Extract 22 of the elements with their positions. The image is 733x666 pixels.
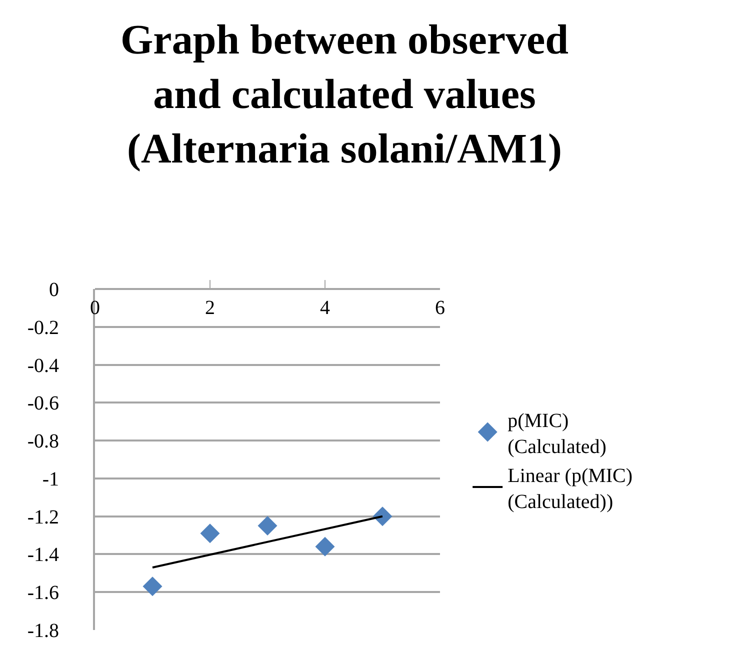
y-tick-label: -0.8 (27, 430, 59, 453)
point (315, 536, 335, 556)
x-tick-label: 4 (320, 297, 330, 319)
point (200, 524, 220, 544)
legend-label: p(MIC) (Calculated) (508, 410, 606, 458)
y-tick-label: -1.2 (27, 506, 59, 528)
y-tick-label: -1.8 (27, 620, 59, 642)
y-tick-label: -1.4 (27, 544, 59, 566)
x-tick-label: 2 (205, 297, 215, 319)
y-tick-label: -0.6 (27, 392, 59, 415)
point (142, 576, 162, 596)
y-tick-label: -0.4 (27, 354, 59, 377)
chart-title: Graph between observed and calculated values (Alternaria solani/AM1) (120, 17, 568, 172)
x-tick-label: 0 (90, 297, 100, 319)
y-tick-label: 0 (49, 279, 59, 301)
y-tick-label: -1 (42, 468, 59, 490)
y-tick-label: -0.2 (27, 316, 59, 339)
x-tick-label: 6 (435, 297, 445, 319)
point (258, 516, 278, 536)
point (372, 506, 392, 526)
y-tick-label: -1.6 (27, 582, 59, 604)
legend-label: Linear (p(MIC) (Calculated)) (508, 464, 633, 513)
